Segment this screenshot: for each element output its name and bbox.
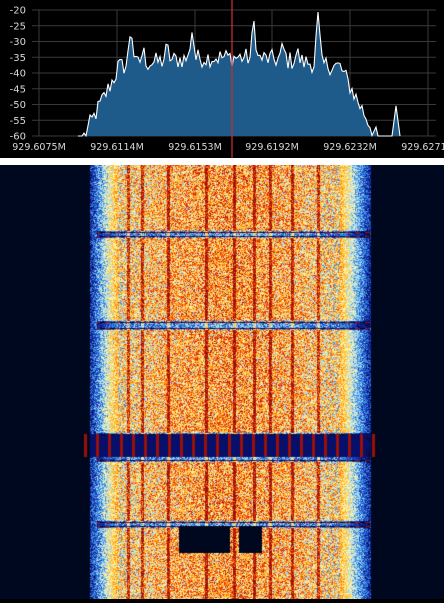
x-axis-labels: 929.6075M 929.6114M 929.6153M 929.6192M … <box>12 142 444 153</box>
x-tick-label: 929.6153M <box>168 142 222 153</box>
y-tick-label: -45 <box>10 84 26 95</box>
spectrum-panel[interactable]: -20 -25 -30 -35 -40 -45 -50 -55 -60 929.… <box>0 0 444 158</box>
y-tick-label: -40 <box>10 69 26 80</box>
x-tick-label: 929.6075M <box>12 142 66 153</box>
spectrum-fill <box>78 12 400 136</box>
panel-splitter[interactable] <box>0 158 444 165</box>
x-tick-label: 929.6232M <box>323 142 377 153</box>
waterfall-panel[interactable] <box>0 165 444 599</box>
y-tick-label: -30 <box>10 37 26 48</box>
y-tick-label: -50 <box>10 100 26 111</box>
y-tick-label: -35 <box>10 53 26 64</box>
x-tick-label: 929.6271M <box>401 142 444 153</box>
spectrum-trace <box>78 11 401 138</box>
waterfall-display[interactable] <box>0 165 444 599</box>
spectrum-plot[interactable]: -20 -25 -30 -35 -40 -45 -50 -55 -60 929.… <box>0 0 444 158</box>
y-tick-label: -60 <box>10 132 26 143</box>
y-tick-label: -55 <box>10 116 26 127</box>
y-tick-label: -25 <box>10 21 26 32</box>
y-tick-label: -20 <box>10 6 26 17</box>
y-axis-labels: -20 -25 -30 -35 -40 -45 -50 -55 -60 <box>10 6 26 143</box>
x-tick-label: 929.6114M <box>90 142 144 153</box>
x-tick-label: 929.6192M <box>245 142 299 153</box>
